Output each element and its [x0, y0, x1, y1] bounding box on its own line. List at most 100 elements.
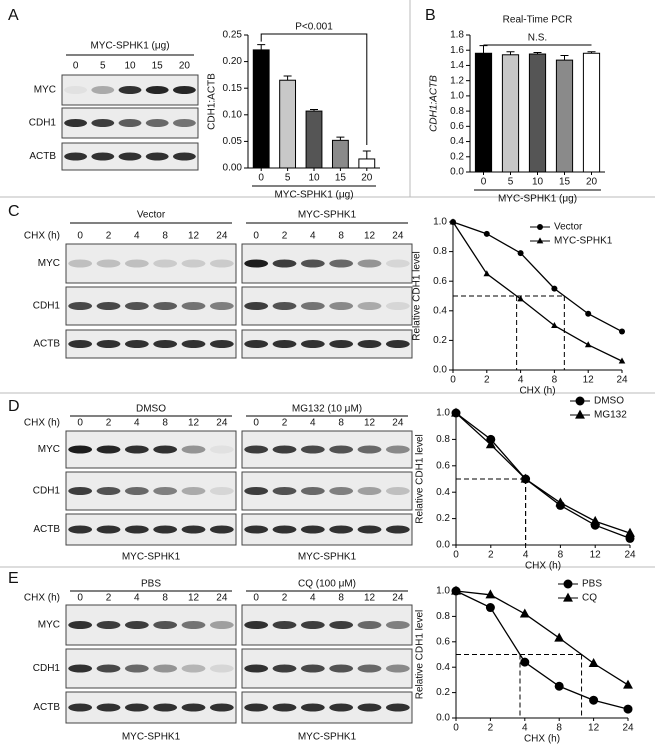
lane-label: 8 — [338, 593, 344, 604]
annotation: N.S. — [528, 33, 547, 44]
blot-band — [329, 487, 354, 495]
bar — [279, 79, 297, 169]
y-tick-label: 1.8 — [450, 30, 464, 41]
bar — [582, 52, 601, 173]
lane-label: 8 — [162, 593, 168, 604]
blot-band — [68, 302, 93, 310]
blot-band — [385, 259, 410, 268]
x-axis-label: CHX (h) — [519, 386, 555, 397]
marker — [483, 270, 491, 277]
blot-band — [68, 664, 93, 673]
bar — [252, 49, 270, 169]
x-tick-label: 12 — [590, 550, 602, 561]
y-tick-label: 0.6 — [436, 460, 450, 471]
blot-band — [272, 445, 297, 454]
blot-band — [124, 621, 149, 629]
blot-band — [357, 259, 382, 268]
y-tick-label: 1.0 — [436, 586, 450, 597]
marker — [623, 679, 633, 689]
group-title: MG132 (10 μM) — [292, 404, 362, 415]
y-axis-label: CDH1:ACTB — [207, 73, 218, 130]
marker — [485, 439, 496, 449]
lane-label: 24 — [392, 593, 404, 604]
marker — [517, 295, 524, 302]
panel-label: A — [8, 7, 19, 24]
y-axis-label: Relative CDH1 level — [415, 610, 426, 699]
blot-band — [272, 664, 297, 673]
y-tick-label: 0.6 — [450, 121, 464, 132]
blot-band — [96, 664, 121, 673]
marker — [536, 237, 544, 244]
y-tick-label: 0.00 — [223, 163, 243, 174]
blot-band — [145, 119, 169, 127]
x-tick-label: 15 — [559, 177, 571, 188]
blot-band — [357, 703, 382, 712]
y-tick-label: 0.05 — [223, 136, 243, 147]
x-tick-label: 15 — [335, 173, 347, 184]
blot-band — [96, 621, 121, 629]
blot-band — [244, 340, 269, 348]
blot-band — [329, 259, 354, 268]
y-tick-label: 0.8 — [436, 611, 450, 622]
blot-strip — [241, 286, 413, 326]
blot-band — [209, 445, 234, 454]
lane-label: 12 — [364, 231, 376, 242]
blot-band — [118, 119, 142, 127]
blot-band — [385, 340, 410, 348]
error-bar — [506, 51, 515, 55]
bar — [555, 59, 574, 173]
significance-bracket — [260, 33, 368, 145]
marker — [575, 396, 585, 406]
marker — [483, 230, 490, 237]
x-tick-label: 0 — [258, 173, 264, 184]
blot-band — [357, 621, 382, 629]
row-label: MYC — [38, 258, 60, 269]
marker — [623, 704, 633, 714]
lane-label: 4 — [310, 231, 316, 242]
blot-band — [244, 259, 269, 268]
lane-label: 15 — [152, 61, 164, 72]
legend-label: DMSO — [594, 396, 624, 407]
y-tick-label: 1.0 — [450, 91, 464, 102]
blot-band — [272, 302, 297, 310]
y-tick-label: 0.4 — [436, 662, 450, 673]
blot-band — [300, 340, 325, 348]
blot-band — [68, 703, 93, 712]
line-series — [452, 221, 623, 362]
group-footer: MYC-SPHK1 — [122, 552, 181, 563]
marker — [485, 589, 496, 599]
bar — [528, 53, 547, 173]
lane-label: 0 — [253, 231, 259, 242]
marker — [555, 497, 566, 507]
row-label: MYC — [34, 85, 56, 96]
blot-band — [181, 259, 206, 268]
legend-label: MG132 — [594, 410, 627, 421]
x-tick-label: 2 — [488, 723, 494, 734]
lane-label: 12 — [188, 593, 200, 604]
x-tick-label: 24 — [622, 723, 634, 734]
blot-band — [300, 302, 325, 310]
x-tick-label: 2 — [488, 550, 494, 561]
blot-band — [64, 152, 88, 161]
blot-band — [329, 445, 354, 454]
blot-band — [145, 152, 169, 161]
blot-band — [68, 259, 93, 268]
group-title: Vector — [137, 210, 166, 221]
blot-strip — [65, 471, 237, 511]
blot-band — [181, 445, 206, 454]
row-label: CDH1 — [33, 301, 61, 312]
blot-band — [91, 119, 115, 127]
blot-band — [124, 525, 149, 534]
blot-band — [272, 525, 297, 534]
lane-label: 4 — [134, 231, 140, 242]
error-bar — [362, 150, 371, 159]
lane-label: 20 — [179, 61, 191, 72]
y-tick-label: 1.4 — [450, 60, 464, 71]
group-title: MYC-SPHK1 — [298, 210, 357, 221]
annotation: P<0.001 — [295, 22, 333, 33]
lane-label: 8 — [338, 418, 344, 429]
y-tick-label: 0.4 — [450, 136, 464, 147]
lane-label: 2 — [282, 231, 288, 242]
blot-band — [64, 119, 88, 127]
blot-strip — [241, 648, 413, 689]
